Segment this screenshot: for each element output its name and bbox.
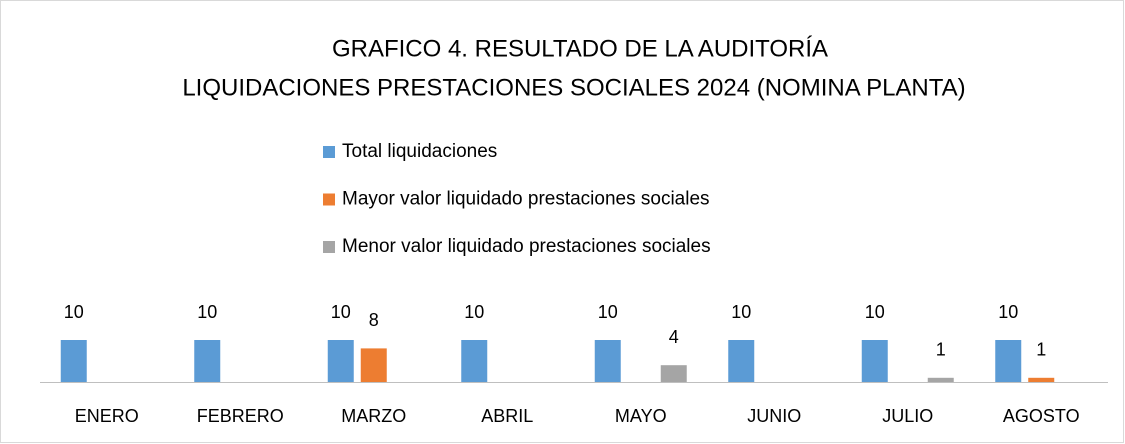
x-tick-label: JULIO [882,406,933,426]
data-label: 10 [598,302,618,322]
x-tick-label: ENERO [75,406,139,426]
x-tick-label: AGOSTO [1003,406,1080,426]
data-label: 10 [731,302,751,322]
bar [728,340,755,382]
x-tick-label: MARZO [341,406,406,426]
bar [360,348,387,382]
chart-subtitle: LIQUIDACIONES PRESTACIONES SOCIALES 2024… [182,74,965,101]
data-label: 10 [197,302,217,322]
bar [327,340,354,382]
x-tick-label: MAYO [615,406,667,426]
data-label: 8 [369,310,379,330]
data-label: 10 [464,302,484,322]
legend-swatch [323,241,335,253]
x-tick-label: JUNIO [747,406,801,426]
bar [461,340,488,382]
legend-label: Menor valor liquidado prestaciones socia… [342,236,711,257]
x-tick-label: ABRIL [481,406,533,426]
legend-label: Mayor valor liquidado prestaciones socia… [342,189,710,210]
bar [60,340,87,382]
x-tick-label: FEBRERO [197,406,284,426]
data-label: 4 [669,327,679,347]
bar [927,377,954,382]
data-label: 10 [64,302,84,322]
data-label: 10 [865,302,885,322]
bar [861,340,888,382]
data-label: 1 [1036,340,1046,360]
bar [594,340,621,382]
legend-swatch [323,193,335,206]
data-label: 1 [936,340,946,360]
bar [194,340,221,382]
legend-label: Total liquidaciones [342,141,497,162]
data-label: 10 [331,302,351,322]
bar [660,365,687,382]
chart-title: GRAFICO 4. RESULTADO DE LA AUDITORÍA [332,35,828,62]
data-label: 10 [998,302,1018,322]
bar [995,340,1022,382]
bar [1028,377,1055,382]
legend-swatch [323,146,335,158]
